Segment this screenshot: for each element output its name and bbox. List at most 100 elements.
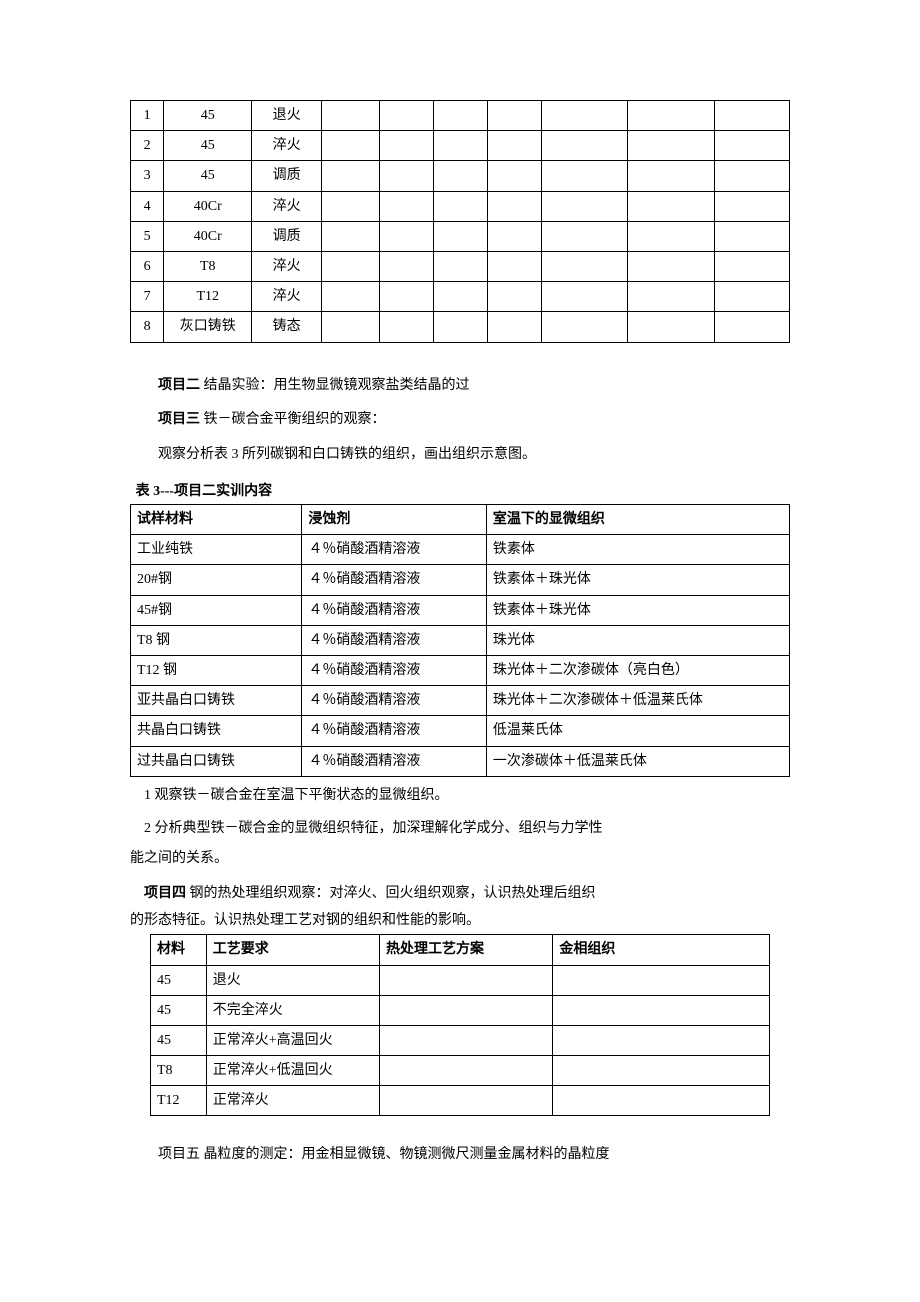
table-row: 45#钢４％硝酸酒精溶液铁素体＋珠光体 xyxy=(131,595,790,625)
table-cell: 淬火 xyxy=(252,251,322,281)
table-cell: ４％硝酸酒精溶液 xyxy=(302,625,487,655)
table-row: 45正常淬火+高温回火 xyxy=(151,1025,770,1055)
table-cell xyxy=(380,1086,553,1116)
table-cell xyxy=(714,312,789,342)
table-cell xyxy=(487,251,541,281)
table-cell: 3 xyxy=(131,161,164,191)
table-cell xyxy=(487,191,541,221)
section-3-heading: 项目三 铁－碳合金平衡组织的观察： xyxy=(130,405,790,436)
table-cell xyxy=(433,312,487,342)
table-cell xyxy=(541,282,627,312)
table-row: 245淬火 xyxy=(131,131,790,161)
table-cell: 40Cr xyxy=(164,221,252,251)
table-cell xyxy=(322,191,380,221)
table-cell: ４％硝酸酒精溶液 xyxy=(302,595,487,625)
table-cell xyxy=(380,965,553,995)
table-cell: 2 xyxy=(131,131,164,161)
table-cell: 低温莱氏体 xyxy=(486,716,789,746)
table-cell: 调质 xyxy=(252,161,322,191)
table-cell: 6 xyxy=(131,251,164,281)
table-cell: 淬火 xyxy=(252,282,322,312)
table-cell xyxy=(541,312,627,342)
table-cell xyxy=(541,191,627,221)
section-5-text: 项目五 晶粒度的测定：用金相显微镜、物镜测微尺测量金属材料的晶粒度 xyxy=(130,1142,790,1167)
table-cell: 珠光体＋二次渗碳体（亮白色） xyxy=(486,656,789,686)
table-cell: 45 xyxy=(151,965,207,995)
table-cell: 正常淬火+高温回火 xyxy=(206,1025,379,1055)
table-cell xyxy=(487,101,541,131)
table-cell xyxy=(379,282,433,312)
table-cell xyxy=(322,221,380,251)
table-header: 室温下的显微组织 xyxy=(486,505,789,535)
table-cell xyxy=(541,101,627,131)
table-row: T8 钢４％硝酸酒精溶液珠光体 xyxy=(131,625,790,655)
table-cell xyxy=(433,221,487,251)
table-header: 工艺要求 xyxy=(206,935,379,965)
table-cell: 45 xyxy=(151,995,207,1025)
section-2-label: 项目二 xyxy=(158,378,200,393)
table-cell xyxy=(553,1056,770,1086)
table-cell xyxy=(487,312,541,342)
table-cell xyxy=(379,101,433,131)
table-cell xyxy=(714,251,789,281)
table-cell: 一次渗碳体＋低温莱氏体 xyxy=(486,746,789,776)
table-row: 145退火 xyxy=(131,101,790,131)
section-3-label: 项目三 xyxy=(158,412,200,427)
table-cell xyxy=(628,131,714,161)
table-row: 45不完全淬火 xyxy=(151,995,770,1025)
table-cell xyxy=(487,221,541,251)
table-1: 145退火245淬火345调质440Cr淬火540Cr调质6T8淬火7T12淬火… xyxy=(130,100,790,343)
table-cell: 5 xyxy=(131,221,164,251)
table-cell xyxy=(628,251,714,281)
table-header: 热处理工艺方案 xyxy=(380,935,553,965)
table-cell xyxy=(553,965,770,995)
table-cell xyxy=(433,131,487,161)
table-row: 6T8淬火 xyxy=(131,251,790,281)
table-cell: 灰口铸铁 xyxy=(164,312,252,342)
section-4-heading: 项目四 钢的热处理组织观察：对淬火、回火组织观察，认识热处理后组织 xyxy=(130,881,790,908)
table-cell xyxy=(322,131,380,161)
table-cell xyxy=(379,161,433,191)
table-cell: T8 xyxy=(151,1056,207,1086)
table-cell xyxy=(628,191,714,221)
table-3-label: 表 3---项目二实训内容 xyxy=(130,479,790,504)
section-3-desc: 观察分析表 3 所列碳钢和白口铸铁的组织，画出组织示意图。 xyxy=(130,440,790,471)
table-cell: 8 xyxy=(131,312,164,342)
table-cell xyxy=(628,161,714,191)
table-cell: ４％硝酸酒精溶液 xyxy=(302,535,487,565)
table-cell xyxy=(322,161,380,191)
table-cell: T12 钢 xyxy=(131,656,302,686)
after-table3-line1: 1 观察铁－碳合金在室温下平衡状态的显微组织。 xyxy=(130,781,790,812)
table-cell: 45 xyxy=(164,101,252,131)
table-cell xyxy=(433,101,487,131)
section-4-desc1: 钢的热处理组织观察：对淬火、回火组织观察，认识热处理后组织 xyxy=(186,886,596,901)
table-cell xyxy=(379,251,433,281)
table-header: 金相组织 xyxy=(553,935,770,965)
table-cell: 亚共晶白口铸铁 xyxy=(131,686,302,716)
table-cell xyxy=(628,221,714,251)
section-3-title: 铁－碳合金平衡组织的观察： xyxy=(200,412,386,427)
table-cell xyxy=(322,101,380,131)
after-table3-line3: 能之间的关系。 xyxy=(130,844,790,875)
table-cell: 45 xyxy=(164,131,252,161)
table-row: 7T12淬火 xyxy=(131,282,790,312)
table-row: 8灰口铸铁铸态 xyxy=(131,312,790,342)
table-cell xyxy=(541,131,627,161)
table-cell: 退火 xyxy=(206,965,379,995)
table-row: 亚共晶白口铸铁４％硝酸酒精溶液珠光体＋二次渗碳体＋低温莱氏体 xyxy=(131,686,790,716)
table-cell xyxy=(541,161,627,191)
table-cell xyxy=(714,191,789,221)
table-cell: ４％硝酸酒精溶液 xyxy=(302,716,487,746)
table-row: T12正常淬火 xyxy=(151,1086,770,1116)
section-2-heading: 项目二 结晶实验：用生物显微镜观察盐类结晶的过 xyxy=(130,371,790,402)
table-cell: T12 xyxy=(151,1086,207,1116)
table-header: 材料 xyxy=(151,935,207,965)
table-row: 过共晶白口铸铁４％硝酸酒精溶液一次渗碳体＋低温莱氏体 xyxy=(131,746,790,776)
table-cell: 不完全淬火 xyxy=(206,995,379,1025)
table-cell: 45#钢 xyxy=(131,595,302,625)
table-row: 20#钢４％硝酸酒精溶液铁素体＋珠光体 xyxy=(131,565,790,595)
table-cell xyxy=(628,282,714,312)
table-cell: 过共晶白口铸铁 xyxy=(131,746,302,776)
table-cell: 40Cr xyxy=(164,191,252,221)
table-cell: 淬火 xyxy=(252,191,322,221)
